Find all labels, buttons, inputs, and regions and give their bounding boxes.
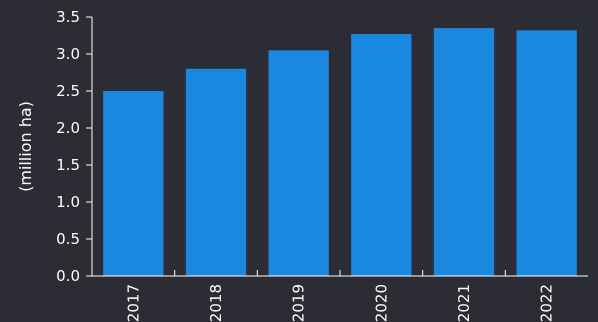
bar-2021 [433,28,495,276]
y-tick-label: 0.5 [56,230,80,248]
x-tick-label-2017: 2017 [124,284,142,322]
bar-2020 [351,34,412,276]
x-axis-ticks: 2017 2018 2019 2020 2021 2022 [124,270,556,322]
bars [103,28,577,276]
y-tick-label: 2.0 [56,119,80,137]
x-tick-label-2021: 2021 [455,284,473,322]
y-tick-label: 1.5 [56,156,80,174]
bar-2019 [268,50,329,276]
bar-2022 [516,30,577,276]
y-axis-title: (million ha) [16,101,35,192]
x-tick-label-2022: 2022 [538,284,556,322]
y-tick-label: 1.0 [56,193,80,211]
x-tick-label-2020: 2020 [372,284,390,322]
bar-2018 [185,68,247,276]
y-tick-label: 2.5 [56,82,80,100]
y-tick-label: 0.0 [56,267,80,285]
y-axis-ticks: 0.0 0.5 1.0 1.5 2.0 2.5 3.0 3.5 [56,8,92,285]
x-tick-label-2019: 2019 [290,284,308,322]
y-tick-label: 3.5 [56,8,80,26]
bar-2017 [103,91,164,276]
x-tick-label-2018: 2018 [207,284,225,322]
y-tick-label: 3.0 [56,45,80,63]
